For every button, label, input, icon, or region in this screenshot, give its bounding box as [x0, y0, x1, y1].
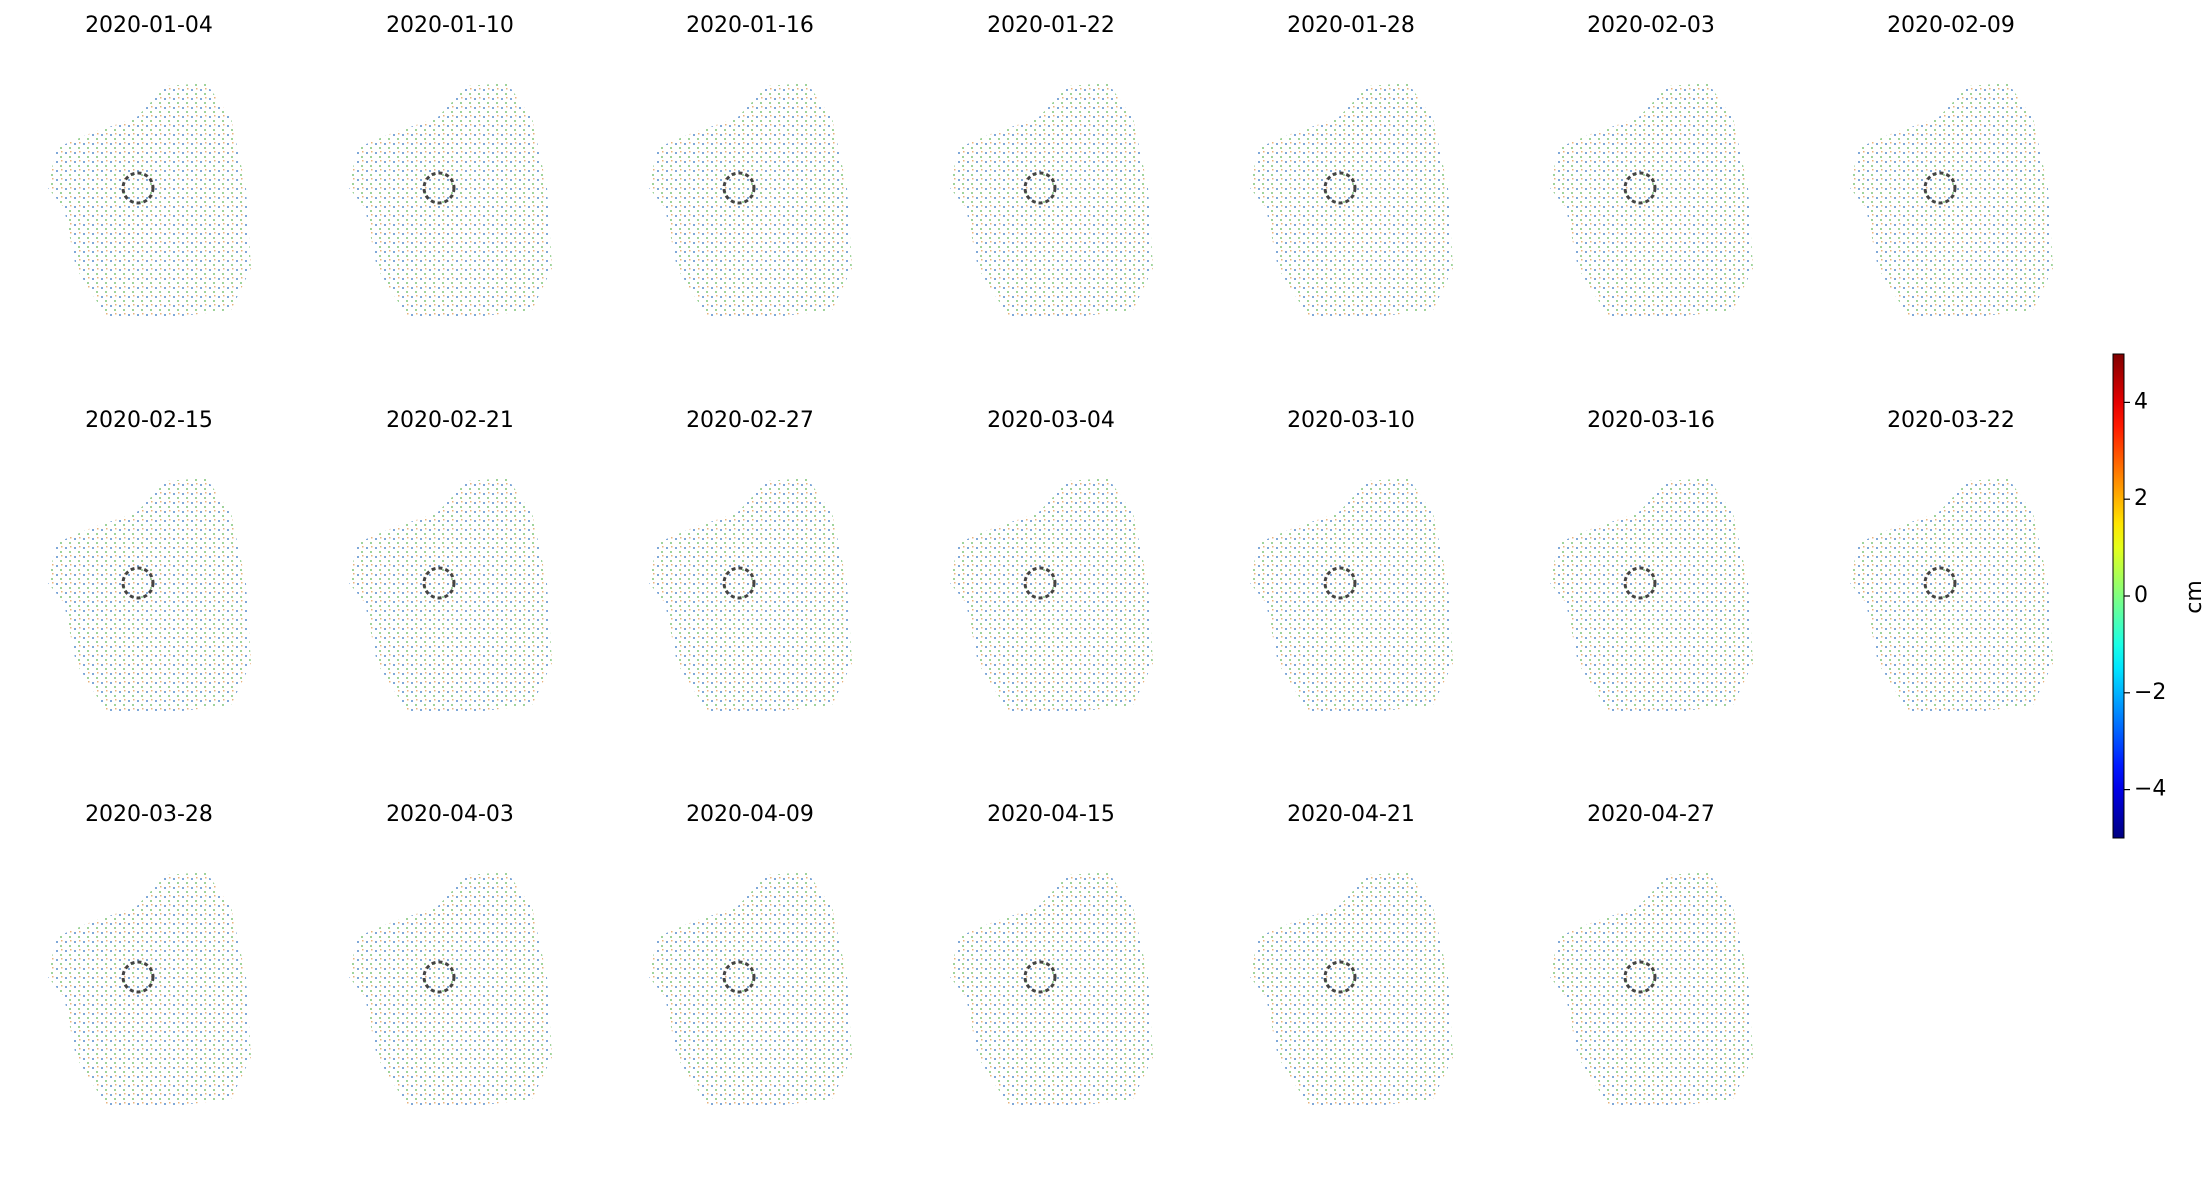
panel-map	[649, 478, 852, 713]
map-footprint	[48, 478, 251, 713]
crater-ring	[121, 566, 155, 600]
panel-map	[649, 83, 852, 318]
map-footprint	[349, 478, 552, 713]
panel-map	[950, 478, 1153, 713]
panel-map	[349, 872, 552, 1107]
map-footprint	[48, 83, 251, 318]
panel-title: 2020-02-21	[386, 408, 514, 433]
crater-ring	[121, 171, 155, 205]
panel-title: 2020-01-22	[987, 13, 1115, 38]
panel-title: 2020-01-10	[386, 13, 514, 38]
crater-ring	[722, 566, 756, 600]
colorbar-tick-label: −4	[2134, 777, 2166, 802]
panel-map	[950, 83, 1153, 318]
panel-map	[1550, 872, 1753, 1107]
panel-map	[48, 478, 251, 713]
crater-ring	[1923, 566, 1957, 600]
panel-title: 2020-03-04	[987, 408, 1115, 433]
panel-title: 2020-01-16	[686, 13, 814, 38]
map-footprint	[1850, 83, 2053, 318]
crater-ring	[1023, 171, 1057, 205]
map-footprint	[349, 872, 552, 1107]
crater-ring	[1323, 566, 1357, 600]
panel-title: 2020-04-15	[987, 802, 1115, 827]
map-footprint	[1250, 83, 1453, 318]
panel-map	[1250, 872, 1453, 1107]
panel-map	[950, 872, 1153, 1107]
panel-title: 2020-02-09	[1887, 13, 2015, 38]
panel-title: 2020-04-21	[1287, 802, 1415, 827]
crater-ring	[722, 171, 756, 205]
map-footprint	[1550, 83, 1753, 318]
crater-ring	[1323, 960, 1357, 994]
map-footprint	[1550, 478, 1753, 713]
crater-ring	[1023, 566, 1057, 600]
colorbar-tick-label: 4	[2134, 389, 2148, 414]
colorbar-tick-label: 0	[2134, 583, 2148, 608]
panel-map	[48, 872, 251, 1107]
panel-map	[349, 478, 552, 713]
panel-map	[1850, 83, 2053, 318]
map-footprint	[950, 83, 1153, 318]
panel-title: 2020-03-28	[85, 802, 213, 827]
map-footprint	[649, 872, 852, 1107]
crater-ring	[1623, 171, 1657, 205]
panel-map	[1250, 478, 1453, 713]
panel-map	[1550, 478, 1753, 713]
crater-ring	[422, 960, 456, 994]
panel-title: 2020-01-28	[1287, 13, 1415, 38]
colorbar-tick-label: 2	[2134, 486, 2148, 511]
panel-title: 2020-01-04	[85, 13, 213, 38]
panel-title: 2020-02-15	[85, 408, 213, 433]
crater-ring	[1923, 171, 1957, 205]
panel-map	[1550, 83, 1753, 318]
crater-ring	[422, 171, 456, 205]
map-footprint	[649, 83, 852, 318]
panel-map	[649, 872, 852, 1107]
panel-title: 2020-03-22	[1887, 408, 2015, 433]
panel-map	[1250, 83, 1453, 318]
map-footprint	[1850, 478, 2053, 713]
panel-title: 2020-04-09	[686, 802, 814, 827]
crater-ring	[1023, 960, 1057, 994]
panel-title: 2020-04-27	[1587, 802, 1715, 827]
map-footprint	[950, 872, 1153, 1107]
map-footprint	[1250, 872, 1453, 1107]
panel-map	[48, 83, 251, 318]
panel-map	[1850, 478, 2053, 713]
panel-title: 2020-03-10	[1287, 408, 1415, 433]
map-footprint	[649, 478, 852, 713]
crater-ring	[722, 960, 756, 994]
panel-map	[349, 83, 552, 318]
panel-title: 2020-02-03	[1587, 13, 1715, 38]
crater-ring	[1623, 566, 1657, 600]
crater-ring	[1623, 960, 1657, 994]
map-footprint	[1550, 872, 1753, 1107]
colorbar-tick-label: −2	[2134, 680, 2166, 705]
crater-ring	[1323, 171, 1357, 205]
map-footprint	[349, 83, 552, 318]
panel-title: 2020-04-03	[386, 802, 514, 827]
colorbar-label: cm	[2182, 580, 2207, 614]
colorbar	[2112, 353, 2125, 839]
panel-title: 2020-02-27	[686, 408, 814, 433]
crater-ring	[422, 566, 456, 600]
map-footprint	[1250, 478, 1453, 713]
panel-title: 2020-03-16	[1587, 408, 1715, 433]
map-footprint	[48, 872, 251, 1107]
crater-ring	[121, 960, 155, 994]
map-footprint	[950, 478, 1153, 713]
